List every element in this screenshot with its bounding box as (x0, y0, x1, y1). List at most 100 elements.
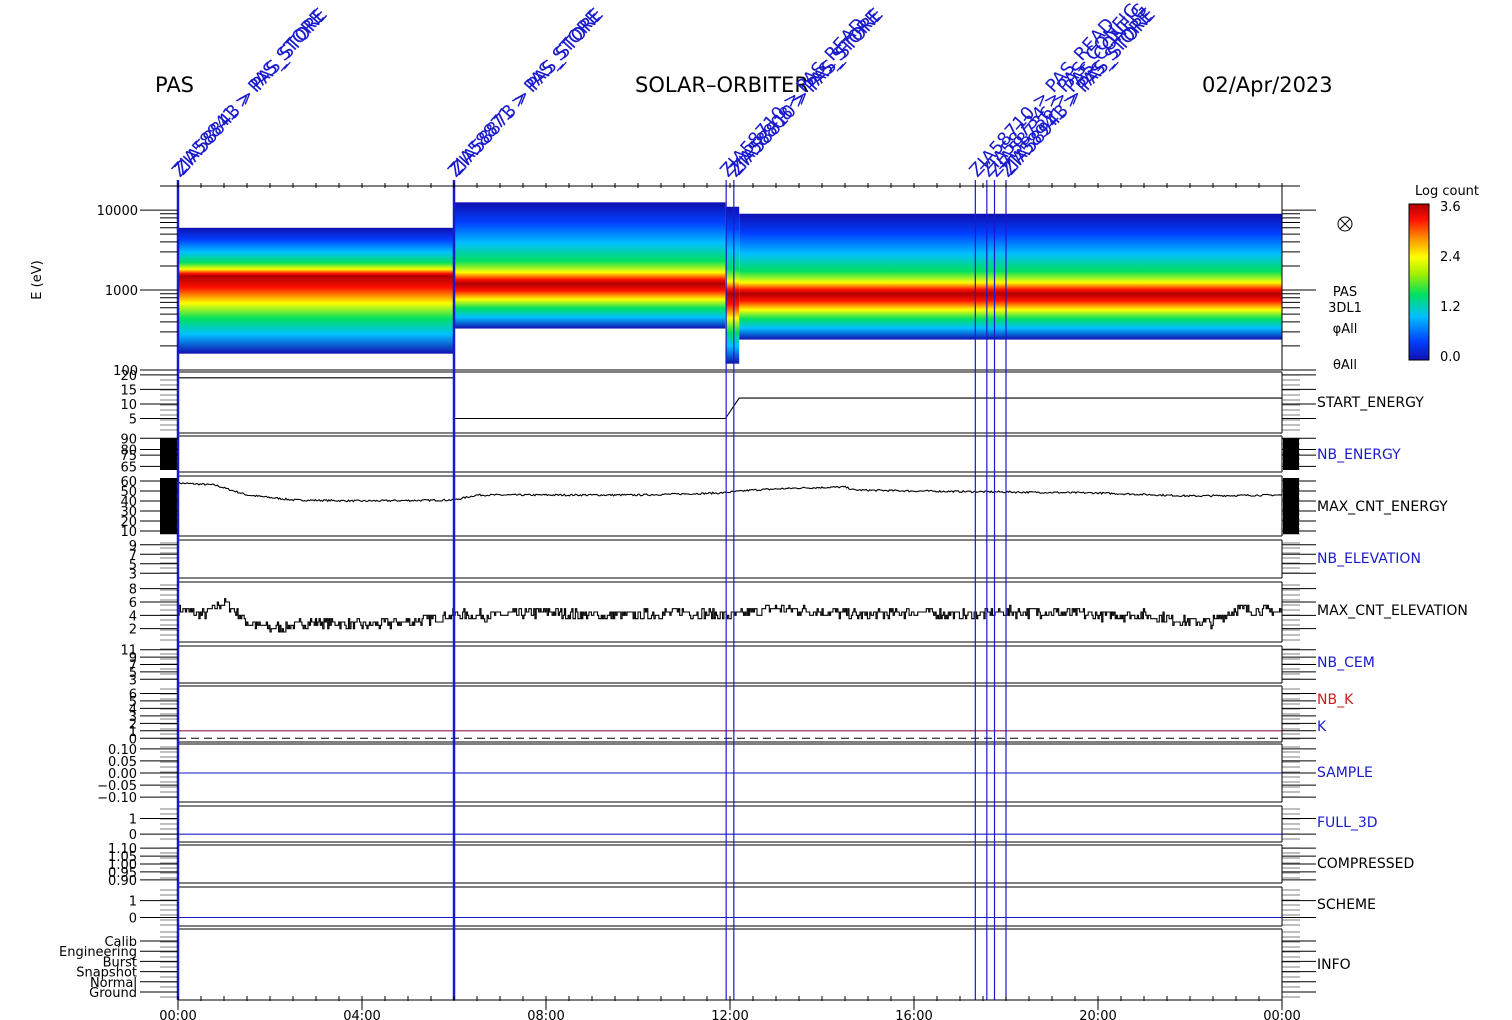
spectrogram-segment (178, 227, 454, 354)
instrument-title: PAS (155, 73, 194, 97)
panel-nb-k-label: NB_K (1317, 692, 1354, 708)
panel-max-cnt-energy-tick-label: 30 (120, 505, 137, 520)
spectrogram-segment (739, 213, 1282, 340)
colorbar-title: Log count (1415, 184, 1479, 199)
panel-max-cnt-elevation-series-line (178, 598, 1283, 633)
panel-scheme-label: SCHEME (1317, 897, 1376, 913)
panel-start-energy-tick-label: 15 (120, 383, 137, 398)
panel-start-energy-tick-label: 5 (129, 412, 137, 427)
panel-compressed-tick-label: 0.95 (108, 866, 137, 881)
panel-info-tick-label: Engineering (59, 945, 137, 960)
side-label-phi: φAll (1333, 322, 1358, 337)
k-label: K (1317, 719, 1327, 735)
panel-max-cnt-energy-tick-label: 60 (120, 475, 137, 490)
spectrogram-segment (725, 206, 740, 364)
panel-nb-k-tick-label: 5 (129, 695, 137, 710)
panel-start-energy-tick-label: 10 (120, 398, 137, 413)
panel-max-cnt-energy-label: MAX_CNT_ENERGY (1317, 499, 1448, 515)
spectrogram-image (178, 202, 1282, 364)
panel-nb-elevation-tick-label: 9 (129, 539, 137, 554)
panel-compressed-tick-label: 1.05 (108, 850, 137, 865)
mission-title: SOLAR–ORBITER (635, 73, 809, 97)
colorbar-tick: 3.6 (1440, 200, 1461, 215)
time-tick-label: 16:00 (895, 1009, 932, 1020)
panel-max-cnt-elevation-tick-label: 8 (129, 583, 137, 598)
panel-sample-tick-label: 0.10 (108, 743, 137, 758)
time-tick-label: 00:00 (159, 1009, 196, 1020)
colorbar: Log count 3.6 2.4 1.2 0.0 (1408, 184, 1479, 365)
spectrogram-side-labels: PAS 3DL1 φAll θAll (1328, 216, 1362, 373)
panel-max-cnt-elevation-tick-label: 6 (129, 596, 137, 611)
panel-nb-energy-tick-label: 90 (120, 432, 137, 447)
side-label-product: 3DL1 (1328, 301, 1362, 316)
time-tick-label: 04:00 (343, 1009, 380, 1020)
panel-sample-tick-label: −0.05 (97, 779, 137, 794)
panel-full-3d-tick-label: 1 (129, 813, 137, 828)
panel-scheme-tick-label: 0 (129, 912, 137, 927)
colorbar-tick: 2.4 (1440, 250, 1461, 265)
panel-nb-energy-tick-label: 65 (120, 460, 137, 475)
cross-circle-icon (1337, 216, 1353, 232)
panel-nb-cem-label: NB_CEM (1317, 655, 1375, 671)
side-label-instrument: PAS (1333, 285, 1357, 300)
panel-nb-cem-tick-label: 3 (129, 673, 137, 688)
panel-nb-energy-tick-label: 80 (120, 444, 137, 459)
panel-nb-cem-tick-label: 5 (129, 666, 137, 681)
panel-sample-tick-label: −0.10 (97, 791, 137, 806)
energy-tick-label: 10000 (97, 204, 138, 219)
panel-info-tick-label: Snapshot (76, 966, 137, 981)
panel-scheme-tick-label: 1 (129, 895, 137, 910)
panel-sample-tick-label: 0.05 (108, 755, 137, 770)
command-marker-label: ZIA58873 > PAS_STORE (447, 4, 608, 179)
panel-info-tick-label: Normal (90, 976, 137, 991)
panel-max-cnt-energy-tick-label: 40 (120, 495, 137, 510)
panel-nb-elevation-tick-label: 7 (129, 548, 137, 563)
panel-info-tick-label: Ground (89, 986, 137, 1001)
panel-nb-energy-tick-label: 75 (120, 449, 137, 464)
panel-start-energy-label: START_ENERGY (1317, 395, 1424, 411)
panel-sample-label: SAMPLE (1317, 765, 1373, 781)
time-tick-label: 08:00 (527, 1009, 564, 1020)
panel-compressed-tick-label: 1.10 (108, 842, 137, 857)
panel-info-tick-label: Calib (104, 935, 137, 950)
time-tick-label: 00:00 (1263, 1009, 1300, 1020)
panel-nb-k-tick-label: 6 (129, 687, 137, 702)
panel-nb-k-tick-label: 2 (129, 717, 137, 732)
date-title: 02/Apr/2023 (1202, 73, 1333, 97)
panel-max-cnt-elevation-tick-label: 2 (129, 623, 137, 638)
spectrogram-segment (454, 202, 726, 329)
panel-data (160, 377, 1299, 919)
time-tick-label: 12:00 (711, 1009, 748, 1020)
command-marker-label: ZIA58843 > PAS_STORE (171, 4, 332, 179)
energy-tick-label: 1000 (105, 284, 138, 299)
panel-nb-k-tick-label: 4 (129, 702, 137, 717)
panel-nb-cem-tick-label: 7 (129, 659, 137, 674)
panel-max-cnt-energy-tick-label: 20 (120, 515, 137, 530)
panel-max-cnt-elevation-tick-label: 4 (129, 609, 137, 624)
colorbar-gradient (1408, 203, 1430, 361)
panel-nb-elevation-tick-label: 3 (129, 567, 137, 582)
panel-nb-elevation-label: NB_ELEVATION (1317, 551, 1421, 567)
axis-ticks: 100001000100START_ENERGY2015105NB_ENERGY… (59, 183, 1468, 1020)
panel-max-cnt-energy-series-line (177, 481, 1283, 503)
panel-compressed-label: COMPRESSED (1317, 856, 1414, 872)
panel-nb-cem-tick-label: 9 (129, 651, 137, 666)
panel-nb-k-tick-label: 1 (129, 725, 137, 740)
panel-info-tick-label: Burst (103, 955, 137, 970)
panel-nb-elevation-tick-label: 5 (129, 558, 137, 573)
panel-max-cnt-energy-tick-label: 10 (120, 525, 137, 540)
panel-start-energy-tick-label: 20 (120, 369, 137, 384)
command-marker-label: ZIA58943 > PAS_STORE (999, 4, 1160, 179)
time-tick-label: 20:00 (1079, 1009, 1116, 1020)
panel-nb-k-tick-label: 3 (129, 710, 137, 725)
panel-nb-cem-tick-label: 11 (120, 644, 137, 659)
panel-full-3d-label: FULL_3D (1317, 815, 1378, 831)
panel-full-3d-tick-label: 0 (129, 828, 137, 843)
colorbar-tick: 0.0 (1440, 350, 1461, 365)
energy-tick-label: 100 (113, 364, 138, 379)
panel-compressed-tick-label: 0.90 (108, 874, 137, 889)
panel-start-energy-series-line (178, 377, 1282, 420)
side-label-theta: θAll (1333, 358, 1357, 373)
